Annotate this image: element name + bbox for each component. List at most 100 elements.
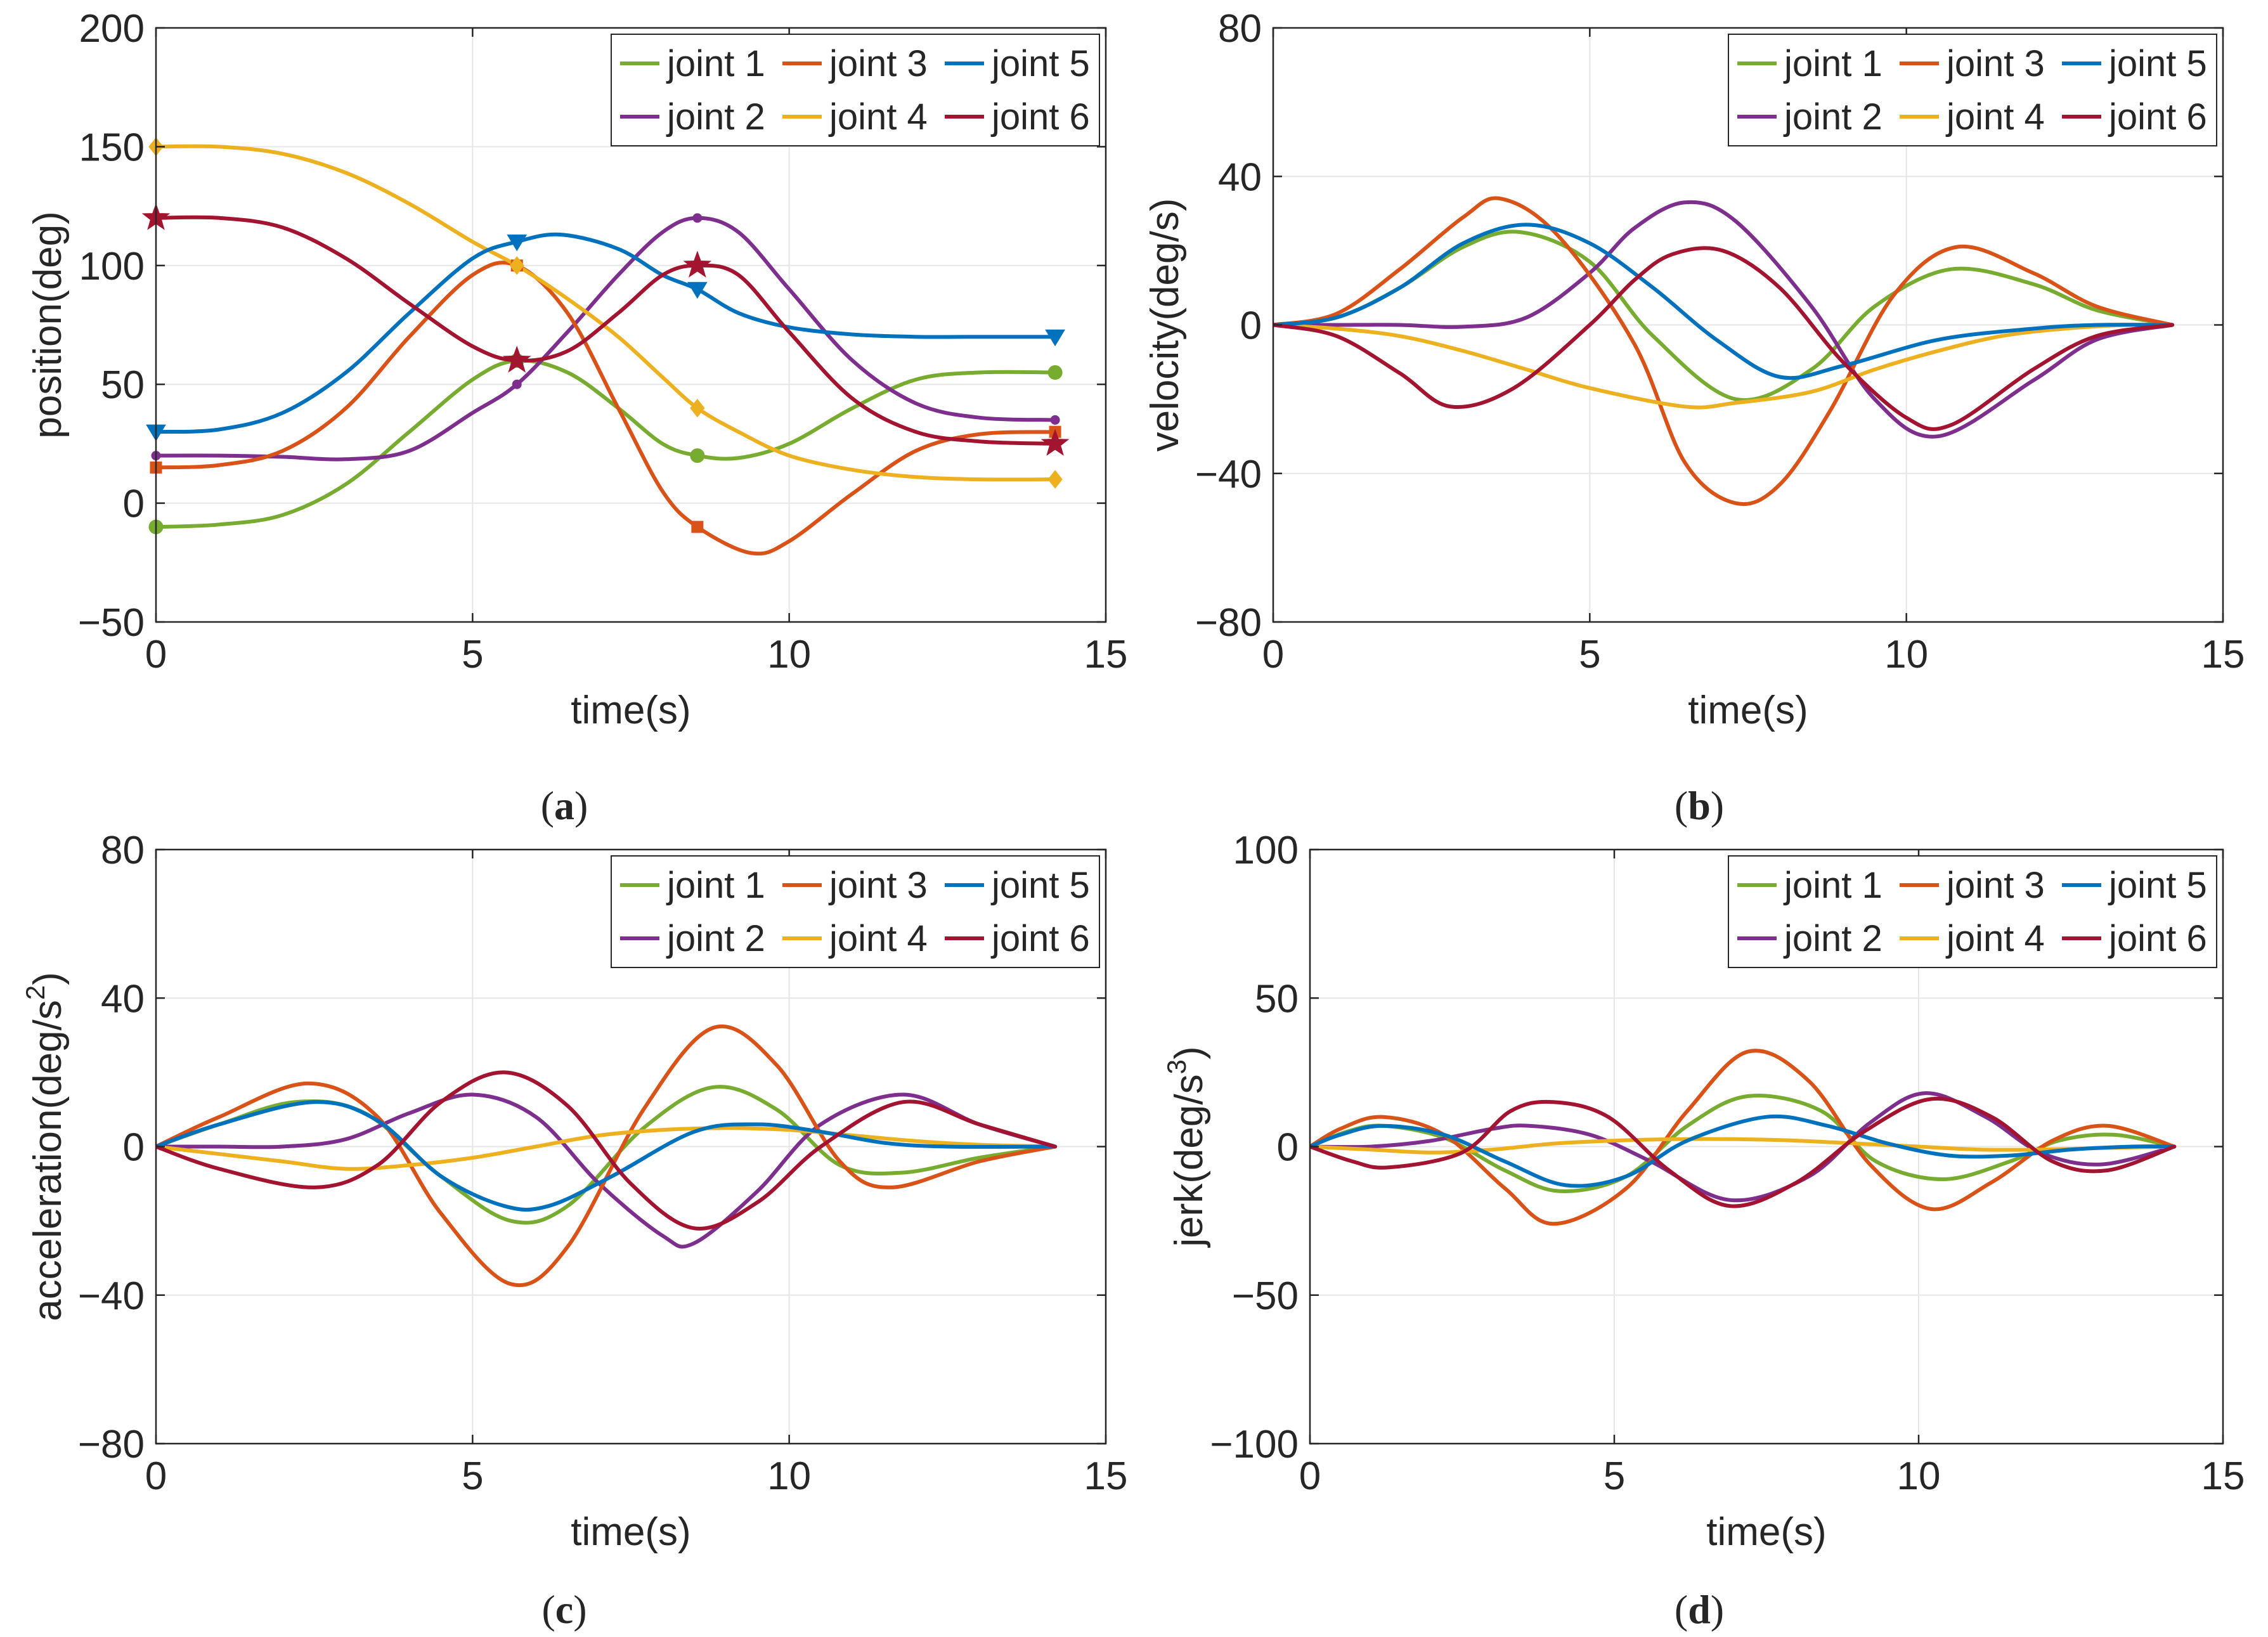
legend-entry-joint-5: joint 5 <box>2108 43 2207 84</box>
x-tick-label: 5 <box>1604 1454 1625 1498</box>
legend-entry-joint-3: joint 3 <box>828 43 928 84</box>
series-line-joint-4 <box>156 144 1058 482</box>
marker-joint-1 <box>1047 365 1063 380</box>
y-tick-label: 50 <box>101 363 145 407</box>
chart-panel-c: 0 5 10 15 −80 −40 0 40 80 time(s) acceleration(deg… <box>20 829 1127 1632</box>
series-line-joint-5 <box>156 1100 1058 1212</box>
y-tick-label: 200 <box>79 7 145 51</box>
panel-caption: (b) <box>1675 783 1724 828</box>
x-tick-label: 5 <box>462 633 483 676</box>
chart-panel-d: 0 5 10 15 −100 −50 0 50 100 time(s) jerk(deg/s3) jo… <box>1162 829 2245 1632</box>
y-tick-label: 80 <box>1218 7 1262 51</box>
y-axis-label: velocity(deg/s) <box>1143 198 1187 452</box>
y-tick-label: −50 <box>78 601 145 645</box>
x-tick-label: 15 <box>2201 633 2245 676</box>
series-line-joint-5 <box>156 232 1058 434</box>
chart-panel-a: 0 5 10 15−50050100150200time(s)position(deg… <box>26 7 1127 828</box>
x-tick-label: 15 <box>1084 1454 1128 1498</box>
x-axis-label: time(s) <box>571 689 690 732</box>
x-tick-label: 15 <box>2201 1454 2245 1498</box>
y-tick-label: −40 <box>1195 453 1262 496</box>
x-tick-label: 0 <box>145 1454 167 1498</box>
marker-joint-2 <box>1050 415 1060 425</box>
legend-entry-joint-3: joint 3 <box>1945 865 2045 906</box>
legend-entry-joint-2: joint 2 <box>666 918 765 959</box>
x-tick-label: 15 <box>1084 633 1128 676</box>
marker-joint-4 <box>690 398 705 418</box>
series-line-joint-6 <box>1273 246 2175 431</box>
legend-entry-joint-5: joint 5 <box>2108 865 2207 906</box>
x-tick-label: 10 <box>767 633 811 676</box>
marker-joint-5 <box>507 234 528 252</box>
legend-entry-joint-5: joint 5 <box>990 43 1090 84</box>
legend-box <box>611 34 1100 146</box>
y-tick-label: 0 <box>123 482 145 526</box>
series-line-joint-4 <box>1273 323 2175 410</box>
y-tick-label: 0 <box>123 1126 145 1170</box>
series-line-joint-6 <box>156 215 1058 446</box>
legend-entry-joint-1: joint 1 <box>1783 865 1882 906</box>
series-line-joint-6 <box>1310 1096 2177 1208</box>
x-tick-label: 5 <box>462 1454 483 1498</box>
marker-joint-5 <box>1045 329 1065 347</box>
series-line-joint-2 <box>156 216 1058 462</box>
marker-joint-4 <box>509 256 524 275</box>
legend-entry-joint-4: joint 4 <box>1945 918 2045 959</box>
legend-entry-joint-2: joint 2 <box>1783 96 1882 138</box>
marker-joint-6 <box>502 346 531 373</box>
legend-box <box>611 855 1100 968</box>
marker-joint-6 <box>683 250 712 278</box>
panel-caption: (a) <box>541 783 588 828</box>
y-tick-label: 0 <box>1240 304 1262 348</box>
y-tick-label: −100 <box>1210 1423 1299 1466</box>
x-tick-label: 5 <box>1579 633 1600 676</box>
y-tick-label: 150 <box>79 126 145 169</box>
legend-entry-joint-4: joint 4 <box>1945 96 2045 138</box>
series-line-joint-4 <box>1310 1137 2177 1155</box>
legend-entry-joint-6: joint 6 <box>990 96 1090 138</box>
marker-joint-2 <box>512 379 522 389</box>
x-tick-label: 10 <box>1897 1454 1941 1498</box>
x-axis-label: time(s) <box>571 1510 690 1554</box>
y-axis-label: jerk(deg/s3) <box>1162 1046 1211 1248</box>
legend-entry-joint-6: joint 6 <box>990 918 1090 959</box>
series-line-joint-6 <box>156 1070 1058 1231</box>
series-line-joint-5 <box>1273 223 2175 380</box>
legend-entry-joint-2: joint 2 <box>1783 918 1882 959</box>
legend-entry-joint-1: joint 1 <box>666 43 765 84</box>
legend-entry-joint-4: joint 4 <box>828 918 928 959</box>
y-tick-label: 40 <box>1218 155 1262 199</box>
series-line-joint-2 <box>156 1092 1058 1249</box>
legend-box <box>1728 34 2217 146</box>
chart-panel-b: 0 5 10 15 −80 −40 0 40 80 time(s) velocity(deg/s) j… <box>1143 7 2245 828</box>
axes-box <box>155 27 1107 623</box>
marker-joint-4 <box>1047 470 1063 489</box>
y-tick-label: 80 <box>101 829 145 872</box>
x-tick-label: 0 <box>1262 633 1284 676</box>
y-tick-label: −40 <box>78 1274 145 1318</box>
series-line-joint-2 <box>1310 1091 2177 1203</box>
legend-entry-joint-6: joint 6 <box>2108 96 2207 138</box>
x-tick-label: 0 <box>145 633 167 676</box>
panel-caption: (c) <box>541 1587 586 1632</box>
marker-joint-6 <box>1040 429 1070 456</box>
y-tick-label: 50 <box>1255 977 1299 1021</box>
y-tick-label: 100 <box>1233 829 1299 872</box>
marker-joint-1 <box>690 448 705 463</box>
series-group <box>1273 196 2175 507</box>
series-line-joint-5 <box>1310 1114 2177 1188</box>
series-group <box>1310 1049 2177 1226</box>
legend: joint 1 joint 3 joint 5 joint 2 joint 4 joint… <box>1728 34 2217 146</box>
legend-entry-joint-5: joint 5 <box>990 865 1090 906</box>
series-line-joint-3 <box>156 261 1058 556</box>
marker-joint-2 <box>692 213 703 223</box>
y-tick-label: 100 <box>79 245 145 288</box>
legend-entry-joint-1: joint 1 <box>1783 43 1882 84</box>
legend-entry-joint-6: joint 6 <box>2108 918 2207 959</box>
x-tick-label: 0 <box>1299 1454 1321 1498</box>
panel-caption: (d) <box>1675 1587 1724 1632</box>
marker-joint-3 <box>691 521 704 533</box>
legend: joint 1 joint 3 joint 5 joint 2 joint 4 joint… <box>1728 855 2217 968</box>
legend-entry-joint-3: joint 3 <box>828 865 928 906</box>
